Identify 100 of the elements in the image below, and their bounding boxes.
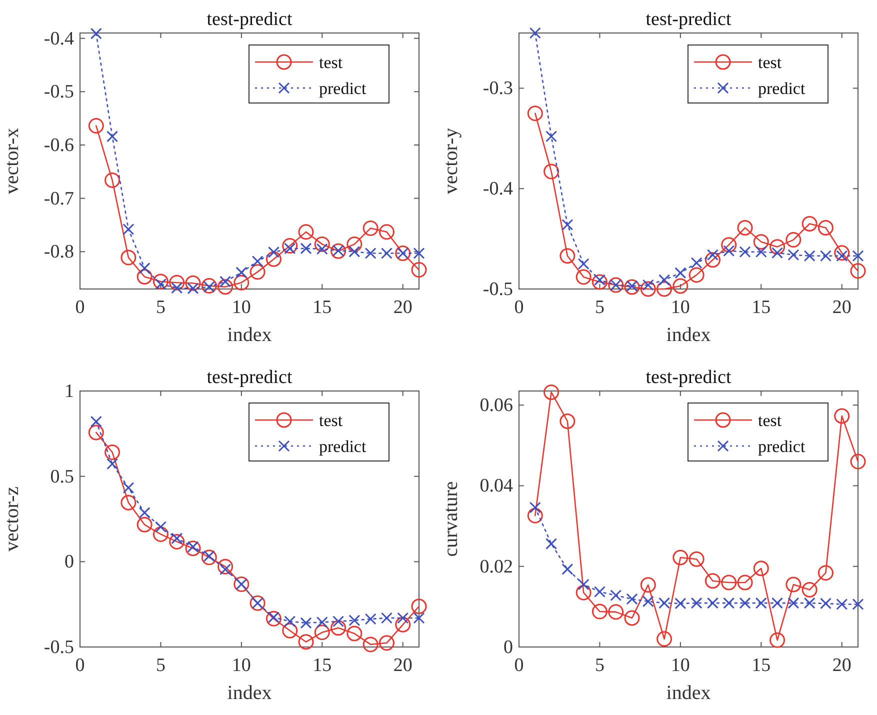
point [594,586,606,598]
point [721,237,737,253]
point [266,251,282,267]
point [154,521,166,533]
point [786,576,802,592]
point [314,624,330,640]
point [413,612,425,624]
point [624,279,640,295]
legend-label: test [758,411,782,430]
point [560,248,576,264]
point [578,258,590,270]
point [104,172,120,188]
legend-label: predict [319,437,366,456]
point [818,220,834,236]
point [546,538,558,550]
y-tick-label: -0.7 [44,188,74,210]
y-tick-label: 0.06 [480,395,513,416]
y-tick-label: -0.4 [44,28,74,50]
point [834,245,850,261]
x-axis-title: index [666,324,711,346]
point [672,550,688,566]
point [364,248,376,260]
point [836,598,848,610]
point [755,597,767,609]
point [152,274,168,290]
point [330,620,346,636]
point [544,164,560,180]
point [755,246,767,258]
point [672,278,688,294]
point [788,597,800,609]
point [624,610,640,626]
x-axis-title: index [227,682,272,704]
point [120,250,136,266]
point [106,130,118,142]
point [820,250,832,262]
point [690,597,702,609]
point [723,597,735,609]
point [674,598,686,610]
x-tick-label: 5 [156,655,166,676]
point [120,494,136,510]
point [753,234,769,250]
legend-label: test [319,411,343,430]
point [136,516,152,532]
point [562,563,574,575]
point [300,617,312,629]
point [688,551,704,567]
point [88,424,104,440]
legend-label: predict [758,437,806,456]
point [298,634,314,650]
point [397,612,409,624]
point [576,269,592,285]
point [658,597,670,609]
x-tick-label: 20 [832,655,852,676]
point [298,224,314,240]
x-tick-label: 15 [752,655,771,676]
point [850,454,866,470]
point [560,413,576,429]
point [138,262,150,274]
point [626,593,638,605]
point [529,502,541,514]
point [578,578,590,590]
legend-label: predict [319,79,366,98]
y-tick-label: -0.3 [482,78,513,100]
point [544,384,560,400]
y-tick-label: -0.4 [482,178,514,200]
y-tick-label: -0.5 [44,82,74,103]
point [314,236,330,252]
point [362,636,378,652]
point [266,610,282,626]
point [282,238,298,254]
point [348,246,360,258]
point [753,560,769,576]
point [218,279,234,295]
point [185,275,201,291]
y-tick-label: 1 [64,381,74,402]
y-tick-label: 0 [64,552,74,573]
y-axis-title: vector-y [440,128,462,194]
x-tick-label: 5 [594,297,604,318]
x-tick-label: 10 [232,297,251,318]
point [300,242,312,254]
point [106,458,118,470]
point [201,278,217,294]
point [282,622,298,638]
point [362,220,378,236]
point [608,604,624,620]
point [592,274,608,290]
point [185,540,201,556]
point [818,565,834,581]
point [169,274,185,290]
x-tick-label: 15 [752,297,771,318]
legend-label: test [319,53,343,72]
point [656,281,672,297]
point [346,626,362,642]
x-tick-label: 20 [832,297,852,318]
x-axis-title: index [227,324,272,346]
point [834,408,850,424]
point [250,264,266,280]
point [706,597,718,609]
point [690,257,702,269]
point [378,635,394,651]
